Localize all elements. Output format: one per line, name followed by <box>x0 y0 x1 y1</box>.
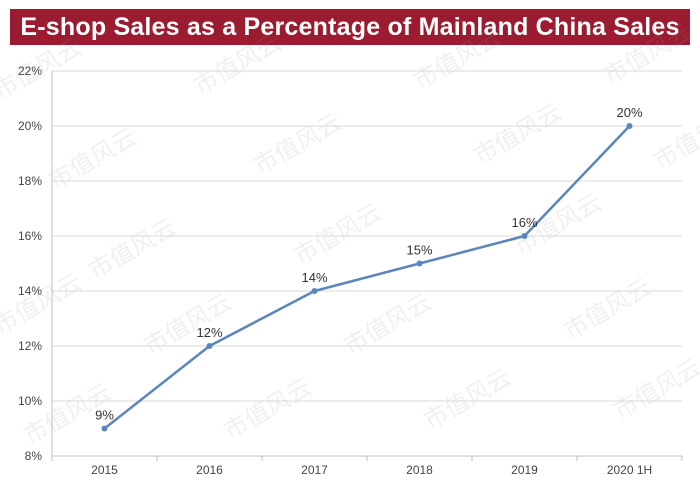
watermark-text: 市值风云 <box>419 363 516 435</box>
watermark-text: 市值风云 <box>599 18 696 90</box>
watermark-text: 市值风云 <box>189 28 286 100</box>
y-tick-label: 18% <box>18 174 42 188</box>
watermark-text: 市值风云 <box>409 23 506 95</box>
watermark-text: 市值风云 <box>219 373 316 445</box>
x-tick-label: 2017 <box>301 463 328 477</box>
data-label: 12% <box>196 325 222 340</box>
y-axis-ticks: 8% 10% 12% 14% 16% 18% 20% 22% <box>18 64 42 463</box>
data-label: 16% <box>511 215 537 230</box>
watermark-text: 市值风云 <box>84 213 181 285</box>
y-tick-label: 20% <box>18 119 42 133</box>
watermark-text: 市值风云 <box>559 273 656 345</box>
y-tick-label: 8% <box>25 449 43 463</box>
y-tick-label: 10% <box>18 394 42 408</box>
watermark-text: 市值风云 <box>289 198 386 270</box>
watermark-text: 市值风云 <box>649 103 700 175</box>
watermark-text: 市值风云 <box>249 108 346 180</box>
watermark-text: 市值风云 <box>339 288 436 360</box>
data-label: 14% <box>301 270 327 285</box>
x-tick-label: 2016 <box>196 463 223 477</box>
watermark-text: 市值风云 <box>0 268 86 340</box>
gridlines <box>51 70 683 461</box>
y-tick-label: 16% <box>18 229 42 243</box>
watermark-text: 市值风云 <box>44 123 141 195</box>
x-tick-label: 2018 <box>406 463 433 477</box>
y-tick-label: 12% <box>18 339 42 353</box>
data-point <box>626 123 633 129</box>
data-point <box>311 288 318 294</box>
data-point <box>206 343 213 349</box>
series-line <box>103 125 631 430</box>
y-tick-label: 14% <box>18 284 42 298</box>
x-tick-label: 2019 <box>511 463 538 477</box>
data-label: 20% <box>616 105 642 120</box>
chart-title-bar: E-shop Sales as a Percentage of Mainland… <box>10 9 690 45</box>
watermark-text: 市值风云 <box>0 33 86 105</box>
data-labels: 9% 12% 14% 15% 16% 20% <box>95 105 643 423</box>
data-label: 9% <box>95 408 114 423</box>
watermark-text: 市值风云 <box>609 353 700 425</box>
data-point <box>416 260 423 267</box>
data-point <box>101 425 108 432</box>
data-label: 15% <box>406 243 432 258</box>
chart-title: E-shop Sales as a Percentage of Mainland… <box>20 12 680 41</box>
x-tick-label: 2015 <box>91 463 118 477</box>
x-tick-label: 2020 1H <box>607 463 652 477</box>
watermark-text: 市值风云 <box>469 98 566 170</box>
data-point <box>521 233 528 239</box>
series-layer <box>101 123 633 432</box>
x-axis-ticks: 2015 2016 2017 2018 2019 2020 1H <box>91 463 652 477</box>
y-tick-label: 22% <box>18 64 42 78</box>
